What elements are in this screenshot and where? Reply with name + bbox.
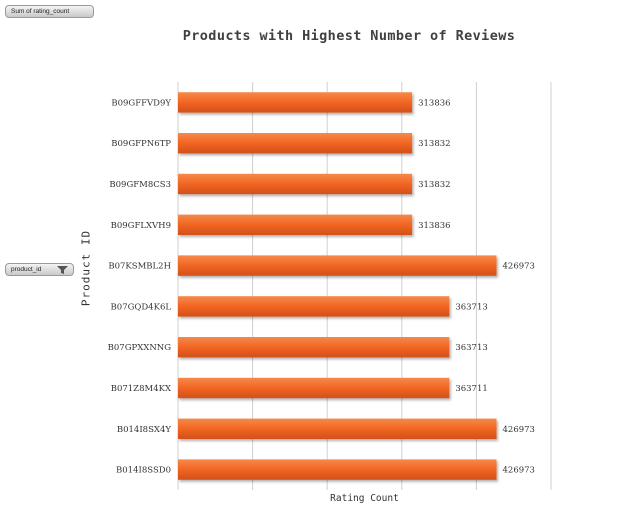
data-label: 313836 (418, 98, 450, 108)
axis-field-button[interactable]: product_id (5, 263, 74, 276)
category-tick-label: B07GQD4K6L (111, 302, 172, 312)
data-label: 426973 (503, 425, 535, 435)
category-tick-label: B07KSMBL2H (108, 262, 171, 272)
category-tick-label: B014I8SSD0 (116, 466, 171, 476)
bar[interactable] (178, 133, 413, 154)
data-label: 363711 (455, 384, 487, 394)
bar[interactable] (178, 255, 497, 276)
category-tick-label: B09GFFVD9Y (111, 98, 171, 108)
bar[interactable] (178, 377, 450, 399)
bar[interactable] (178, 173, 413, 195)
category-tick-label: B09GFLXVH9 (111, 221, 171, 231)
data-label: 363713 (455, 302, 487, 312)
value-field-label: Sum of rating_count (11, 8, 70, 15)
category-tick-label: B071Z8M4KX (111, 384, 172, 394)
axis-field-label: product_id (11, 266, 42, 273)
category-tick-label: B07GPXXNNG (108, 343, 172, 353)
filter-icon[interactable] (56, 265, 69, 275)
bar[interactable] (178, 418, 497, 439)
data-label: 426973 (503, 262, 535, 272)
data-label: 313836 (418, 221, 450, 231)
category-tick-label: B014I8SX4Y (117, 425, 172, 435)
data-label: 313832 (418, 180, 450, 190)
category-tick-label: B09GFPN6TP (111, 139, 171, 149)
chart-title: Products with Highest Number of Reviews (182, 28, 516, 44)
value-field-button[interactable]: Sum of rating_count (5, 5, 94, 18)
x-axis-title: Rating Count (330, 493, 399, 504)
bar[interactable] (178, 296, 450, 317)
bar[interactable] (178, 214, 413, 235)
category-tick-label: B09GFM8CS3 (109, 180, 171, 190)
data-label: 363713 (455, 343, 487, 353)
bar[interactable] (178, 92, 413, 113)
data-label: 426973 (503, 466, 535, 476)
data-label: 313832 (418, 139, 450, 149)
bar[interactable] (178, 337, 450, 358)
bar[interactable] (178, 459, 497, 480)
